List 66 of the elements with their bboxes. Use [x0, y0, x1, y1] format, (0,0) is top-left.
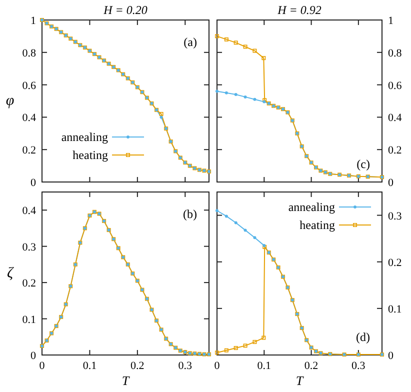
chart-title: H = 0.20 [102, 3, 148, 17]
legend-label: heating [300, 218, 335, 232]
y-tick-label: 0.2 [388, 144, 402, 157]
y-tick-label: 0.6 [22, 80, 36, 92]
point [234, 93, 238, 96]
point [224, 214, 228, 218]
y-tick-label: 0 [388, 177, 394, 189]
annotation: (b) [183, 207, 197, 221]
x-tick-label: 0.2 [130, 360, 144, 372]
point [224, 91, 228, 94]
y-axis-title: φ [6, 93, 14, 109]
point [159, 112, 164, 116]
y-tick-label: 0.4 [22, 205, 36, 218]
point [244, 95, 247, 98]
y-tick-label: 0.1 [388, 303, 402, 316]
point [262, 336, 266, 340]
point [234, 40, 238, 45]
point [224, 37, 228, 42]
y-tick-label: 0.3 [388, 210, 402, 222]
x-tick-label: 0.3 [352, 360, 366, 372]
point [216, 209, 218, 212]
legend-label: annealing [61, 130, 108, 144]
annotation: (a) [184, 35, 197, 49]
y-tick-label: 0.8 [388, 47, 402, 60]
y-tick-label: 0 [30, 177, 36, 189]
point [244, 228, 247, 232]
point [243, 344, 248, 348]
y-tick-label: 0.1 [22, 314, 36, 326]
point [216, 90, 218, 93]
legend-label: annealing [288, 200, 335, 214]
chart-title: H = 0.92 [276, 3, 322, 17]
point [234, 346, 238, 350]
x-tick-label: 0.2 [304, 360, 318, 372]
x-tick-label: 0 [214, 360, 220, 372]
point [252, 48, 257, 53]
point [234, 221, 238, 224]
y-tick-label: 0.4 [22, 112, 36, 124]
point [252, 340, 257, 344]
point [253, 236, 256, 240]
y-tick-label: 0.2 [22, 278, 36, 290]
point [262, 56, 266, 60]
y-tick-label: 0.3 [22, 241, 36, 254]
point [243, 44, 248, 49]
y-tick-label: 0 [30, 350, 36, 362]
x-axis-title: T [296, 373, 304, 388]
annotation: (d) [356, 330, 370, 344]
x-tick-label: 0 [39, 360, 46, 372]
y-tick-label: 0.4 [388, 112, 402, 124]
x-tick-label: 0.1 [257, 360, 272, 372]
x-tick-label: 0.3 [178, 360, 193, 372]
point [160, 116, 163, 119]
point [253, 98, 256, 101]
y-tick-label: 0.2 [22, 144, 36, 157]
y-tick-label: 0.6 [388, 80, 402, 92]
point [224, 348, 228, 352]
y-tick-label: 0 [388, 350, 394, 362]
y-tick-label: 1 [388, 15, 394, 27]
x-axis-title: T [122, 373, 130, 388]
y-tick-label: 0.8 [22, 47, 36, 60]
y-axis-title: ζ [6, 266, 14, 282]
y-tick-label: 0.2 [388, 256, 402, 269]
annotation: (c) [356, 157, 370, 171]
y-tick-label: 1 [30, 15, 36, 27]
x-tick-label: 0.1 [82, 360, 97, 372]
legend-label: heating [72, 148, 108, 162]
point [215, 34, 219, 38]
